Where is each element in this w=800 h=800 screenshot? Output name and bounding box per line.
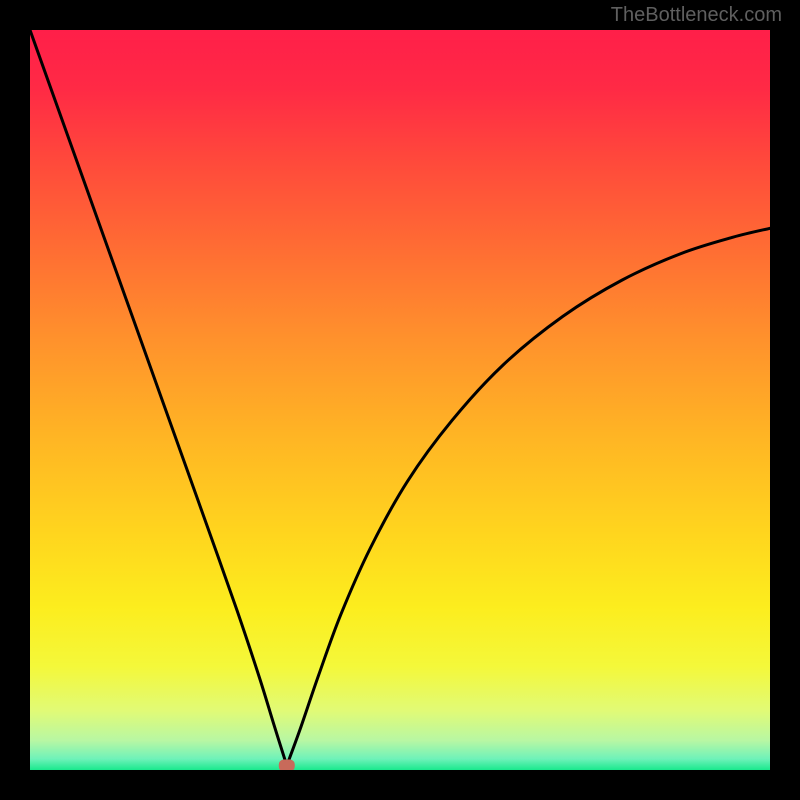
gradient-background <box>30 30 770 770</box>
watermark-text: TheBottleneck.com <box>611 4 782 27</box>
optimal-point-marker <box>279 760 295 770</box>
chart-frame: TheBottleneck.com <box>0 0 800 800</box>
plot-area <box>30 30 770 770</box>
bottleneck-chart <box>30 30 770 770</box>
